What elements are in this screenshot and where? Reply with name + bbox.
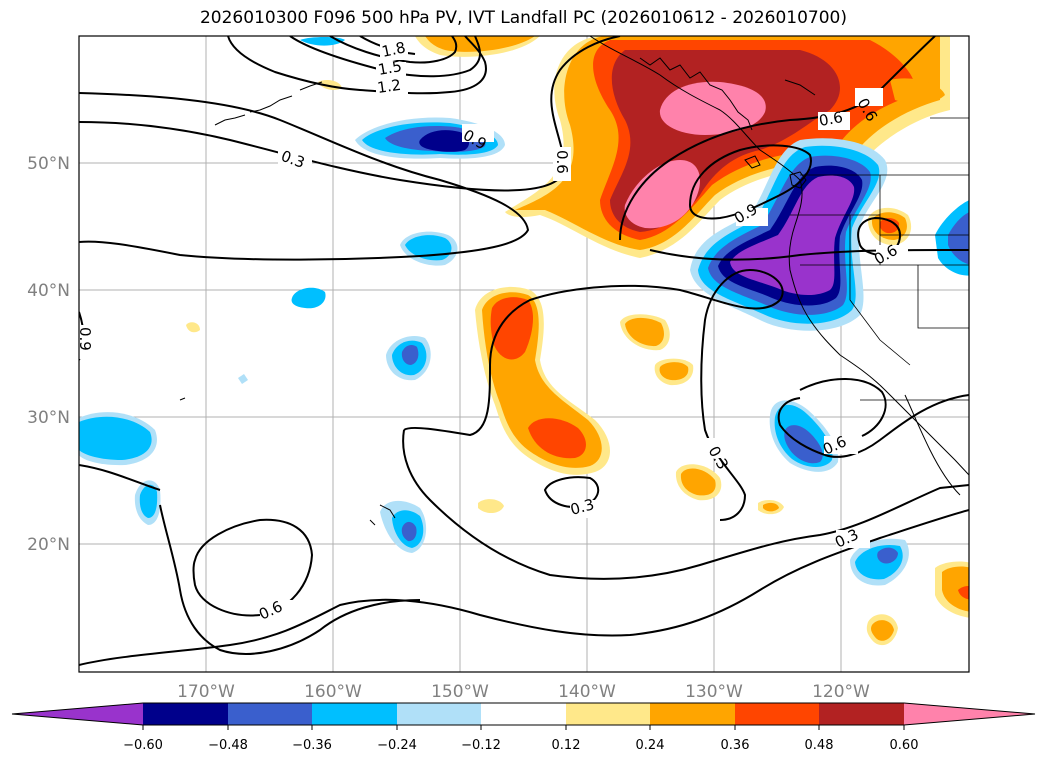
- colorbar-label: 0.36: [721, 738, 750, 753]
- state-borders: [790, 117, 969, 401]
- ivt-positive-small-blobs: [186, 80, 969, 646]
- colorbar-segment: [481, 703, 566, 725]
- contour-label: 1.5: [377, 57, 404, 79]
- colorbar-segment: [397, 703, 481, 725]
- lat-label: 40°N: [27, 281, 70, 301]
- colorbar-segment: [143, 703, 228, 725]
- colorbar-segment: [904, 703, 1035, 725]
- lat-label: 30°N: [27, 408, 70, 428]
- map-content: 1.8 1.5 1.2 0.9 0.9 0.6 0.6 0.6 0.6 0.3 …: [76, 36, 969, 672]
- colorbar-label: −0.48: [208, 738, 248, 753]
- colorbar-ticks: [142, 725, 905, 730]
- ivt-negative-small-blobs: [79, 231, 909, 586]
- contour-label: 1.8: [380, 38, 407, 61]
- latitude-labels: 50°N 40°N 30°N 20°N: [27, 154, 70, 555]
- colorbar-segment: [12, 703, 143, 725]
- map-title: 2026010300 F096 500 hPa PV, IVT Landfall…: [199, 8, 847, 28]
- colorbar-label: −0.36: [292, 738, 332, 753]
- lon-label: 140°W: [558, 682, 616, 702]
- contour-label: 0.6: [553, 150, 571, 174]
- map-frame: [78, 35, 970, 673]
- lon-label: 130°W: [685, 682, 743, 702]
- colorbar-label: 0.12: [552, 738, 581, 753]
- lat-label: 20°N: [27, 535, 70, 555]
- contour-label: 0.3: [568, 495, 596, 519]
- ivt-positive-northeast: [415, 36, 950, 258]
- colorbar-label: −0.12: [461, 738, 501, 753]
- colorbar-segment: [650, 703, 735, 725]
- contour-label: 1.2: [376, 76, 402, 97]
- colorbar-label: −0.60: [123, 738, 163, 753]
- lon-label: 120°W: [812, 682, 870, 702]
- lon-label: 160°W: [304, 682, 362, 702]
- colorbar-segment: [819, 703, 904, 725]
- colorbar: −0.60 −0.48 −0.36 −0.24 −0.12 0.12 0.24 …: [11, 702, 1036, 753]
- lat-label: 50°N: [27, 154, 70, 174]
- colorbar-segment: [228, 703, 312, 725]
- contour-labels: 1.8 1.5 1.2 0.9 0.9 0.6 0.6 0.6 0.6 0.3 …: [76, 38, 908, 624]
- contour-label: 0.6: [818, 108, 845, 130]
- contour-label: 0.9: [76, 327, 94, 351]
- colorbar-segment: [566, 703, 650, 725]
- lon-label: 170°W: [177, 682, 235, 702]
- colorbar-segment: [735, 703, 819, 725]
- colorbar-label: 0.60: [890, 738, 919, 753]
- colorbar-label: −0.24: [377, 738, 417, 753]
- colorbar-segment: [312, 703, 397, 725]
- lon-label: 150°W: [431, 682, 489, 702]
- colorbar-label: 0.48: [805, 738, 834, 753]
- colorbar-label: 0.24: [636, 738, 665, 753]
- longitude-labels: 170°W 160°W 150°W 140°W 130°W 120°W: [177, 682, 870, 702]
